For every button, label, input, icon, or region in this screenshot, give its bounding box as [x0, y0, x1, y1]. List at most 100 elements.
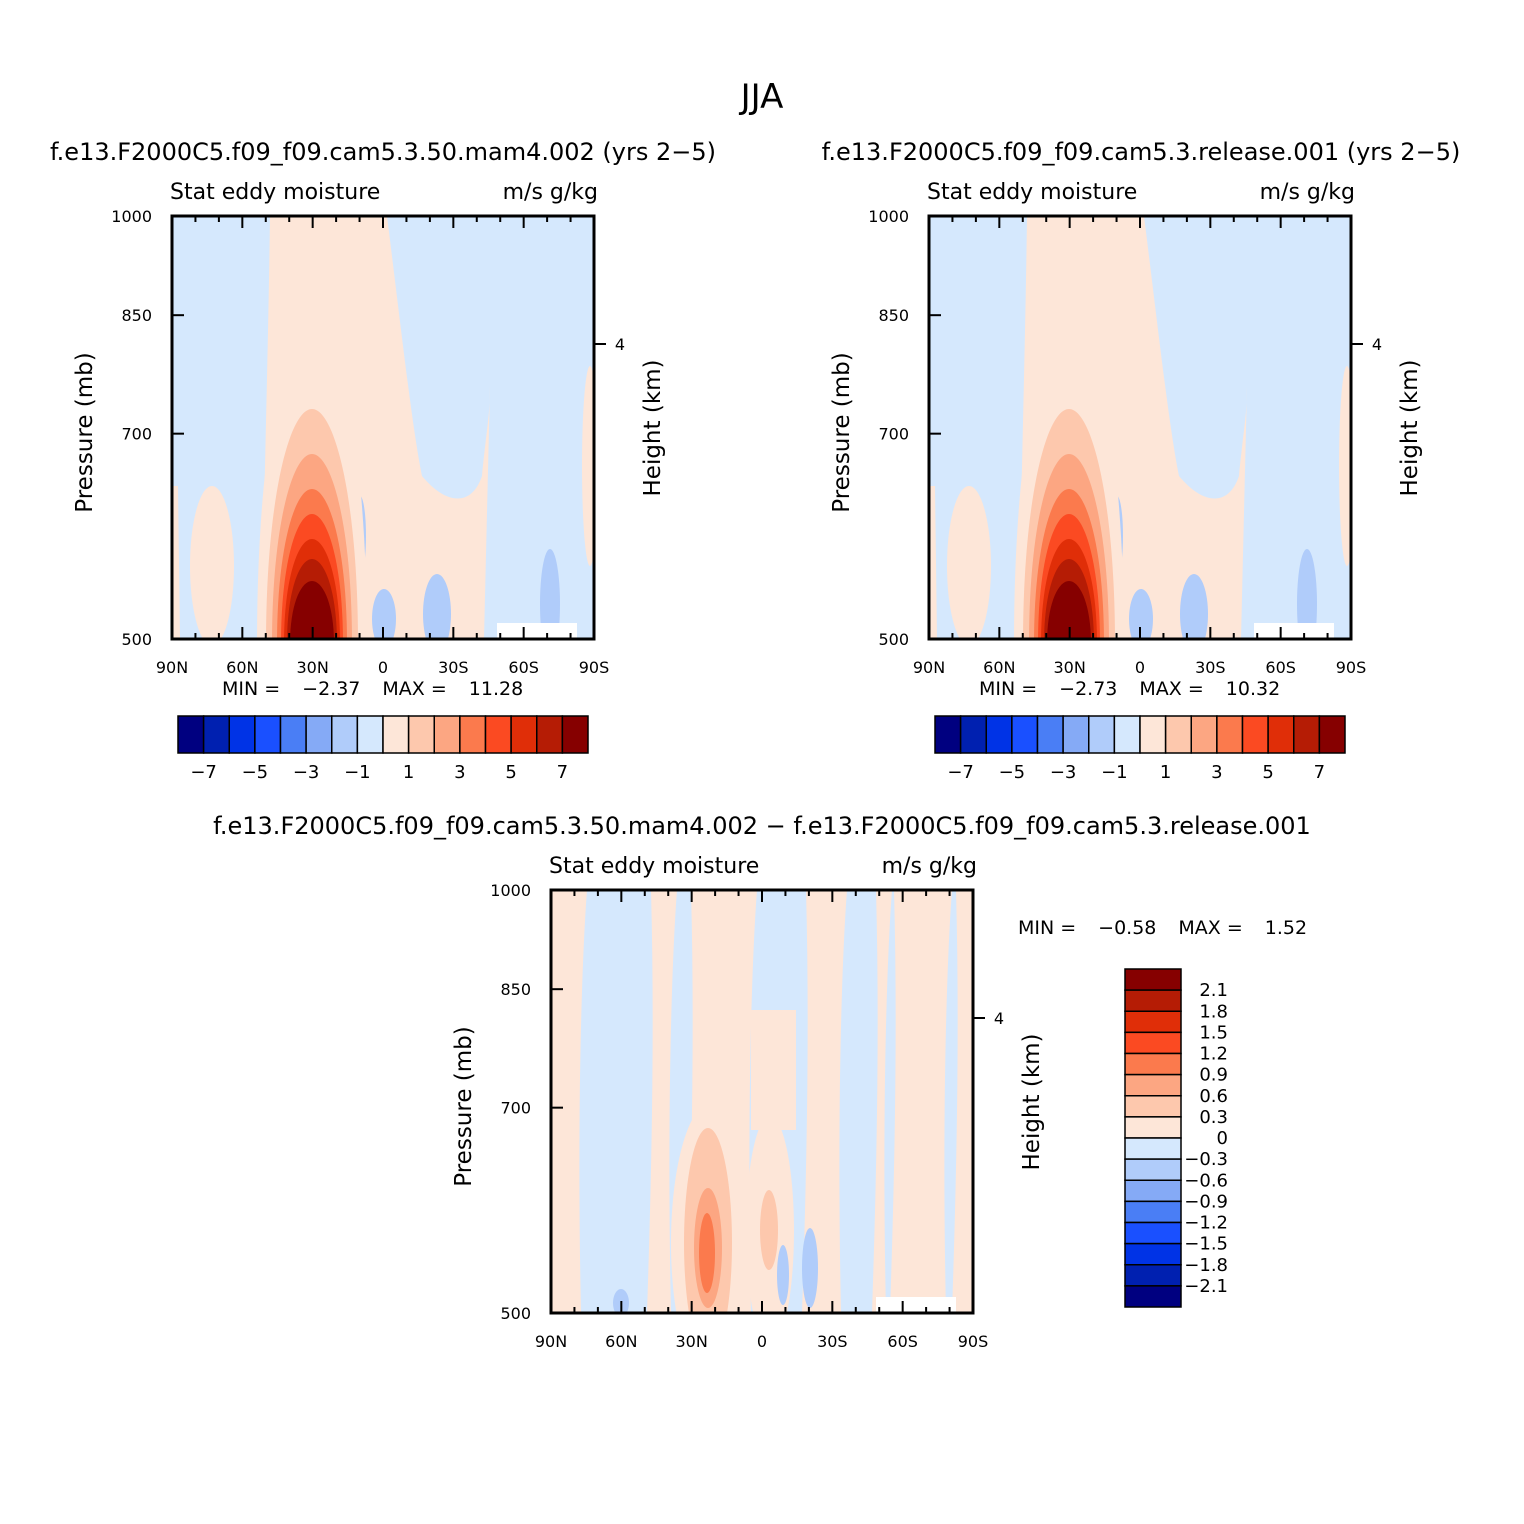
colorbar-swatch: [1062, 715, 1090, 754]
y-tick-label: 850: [878, 306, 909, 325]
colorbar-label: 7: [1314, 762, 1325, 783]
contour-level-8: [1047, 581, 1091, 639]
contour-level-1: [1339, 366, 1351, 566]
min-max-max: 11.28: [469, 678, 523, 700]
contour-level-neg: [423, 574, 451, 639]
colorbar-label: 1: [1160, 762, 1171, 783]
colorbar-swatch: [1124, 1010, 1182, 1034]
y-axis-label: Pressure (mb): [451, 1026, 477, 1186]
colorbar-swatch: [459, 715, 487, 754]
y-axis-label: Pressure (mb): [829, 352, 855, 512]
colorbar-label: −3: [293, 762, 320, 783]
y-tick-label: 500: [500, 1304, 531, 1323]
colorbar-swatch: [1124, 1200, 1182, 1224]
colorbar-label: 5: [1262, 762, 1273, 783]
colorbar-label: −1: [1101, 762, 1128, 783]
x-tick-label: 90S: [1336, 658, 1367, 677]
panel-title: f.e13.F2000C5.f09_f09.cam5.3.release.001…: [822, 138, 1461, 166]
min-max-min: −2.37: [302, 678, 360, 700]
x-tick-label: 60N: [226, 658, 258, 677]
colorbar-label: −1.5: [1184, 1234, 1228, 1255]
y-tick-label: 500: [121, 630, 152, 649]
y-right-tick-label: 4: [615, 335, 625, 354]
colorbar-label: −7: [190, 762, 217, 783]
colorbar-swatch: [985, 715, 1013, 754]
y-tick-label: 700: [500, 1099, 531, 1118]
missing-data-patch: [1254, 623, 1334, 639]
contour-level-neg: [1129, 589, 1153, 639]
figure-title: JJA: [739, 77, 784, 117]
colorbar-swatch: [934, 715, 962, 754]
colorbar-swatch: [1124, 1052, 1182, 1076]
colorbar-swatch: [1124, 1116, 1182, 1139]
min-max-min-label: MIN =: [979, 678, 1037, 700]
colorbar-swatch: [382, 715, 410, 754]
contour-level-neg: [944, 890, 958, 1313]
x-tick-label: 0: [1135, 658, 1145, 677]
colorbar-label: −1.8: [1184, 1255, 1228, 1276]
contour-level-2: [760, 1190, 778, 1270]
y-tick-label: 1000: [868, 207, 909, 226]
contour-level-8: [290, 581, 334, 639]
x-tick-label: 60S: [1265, 658, 1296, 677]
x-tick-label: 30S: [817, 1332, 848, 1351]
min-max-min: −2.73: [1059, 678, 1117, 700]
min-max-max-label: MAX =: [1139, 678, 1203, 700]
x-tick-label: 30N: [676, 1332, 708, 1351]
colorbar-swatch: [331, 715, 359, 754]
colorbar-label: 0.9: [1199, 1065, 1228, 1086]
contour-level-neg: [540, 549, 560, 639]
colorbar-label: −1: [344, 762, 371, 783]
colorbar-swatch: [1124, 1073, 1182, 1097]
colorbar-swatch: [1139, 715, 1167, 754]
contour-level-1: [582, 366, 594, 566]
colorbar-swatch: [305, 715, 333, 754]
panel-title: f.e13.F2000C5.f09_f09.cam5.3.50.mam4.002…: [213, 812, 1311, 840]
colorbar-label: −0.9: [1184, 1191, 1228, 1212]
colorbar-label: −7: [947, 762, 974, 783]
contour-level-1: [947, 486, 991, 639]
colorbar-swatch: [1124, 1179, 1182, 1203]
colorbar-swatch: [1088, 715, 1116, 754]
colorbar-swatch: [1216, 715, 1244, 754]
y-tick-label: 500: [878, 630, 909, 649]
colorbar-label: 0.3: [1199, 1107, 1228, 1128]
y-axis-label-right: Height (km): [1019, 1033, 1045, 1170]
colorbar-swatch: [407, 715, 435, 754]
y-tick-label: 850: [500, 980, 531, 999]
colorbar-swatch: [484, 715, 512, 754]
colorbar-swatch: [1124, 1031, 1182, 1055]
min-max-min: −0.58: [1098, 917, 1156, 939]
min-max-min-label: MIN =: [222, 678, 280, 700]
x-tick-label: 60S: [508, 658, 539, 677]
y-right-tick-label: 4: [994, 1009, 1004, 1028]
x-tick-label: 0: [757, 1332, 767, 1351]
colorbar-label: 1.2: [1199, 1044, 1228, 1065]
x-tick-label: 90S: [958, 1332, 989, 1351]
colorbar-swatch: [1164, 715, 1192, 754]
missing-data-patch: [876, 1297, 956, 1313]
colorbar-swatch: [1124, 1221, 1182, 1245]
contour-level-neg: [1180, 574, 1208, 639]
colorbar-label: 5: [505, 762, 516, 783]
colorbar-label: 1: [403, 762, 414, 783]
colorbar-swatch: [1190, 715, 1218, 754]
colorbar-swatch: [1124, 989, 1182, 1012]
panel-subtitle-right: m/s g/kg: [503, 180, 598, 205]
colorbar-label: −3: [1050, 762, 1077, 783]
contour-level-neg: [884, 890, 896, 1313]
colorbar-swatch: [1267, 715, 1295, 754]
contour-level-neg: [372, 589, 396, 639]
x-tick-label: 90S: [579, 658, 610, 677]
colorbar-swatch: [177, 715, 205, 754]
contour-field: [172, 216, 594, 639]
colorbar-swatch: [202, 715, 230, 754]
colorbar-swatch: [254, 715, 282, 754]
x-tick-label: 90N: [913, 658, 945, 677]
y-tick-label: 1000: [111, 207, 152, 226]
colorbar-swatch: [1124, 968, 1182, 991]
colorbar-swatch: [561, 715, 589, 754]
colorbar-label: −2.1: [1184, 1276, 1228, 1297]
y-axis-label-right: Height (km): [640, 359, 666, 496]
y-right-tick-label: 4: [1372, 335, 1382, 354]
